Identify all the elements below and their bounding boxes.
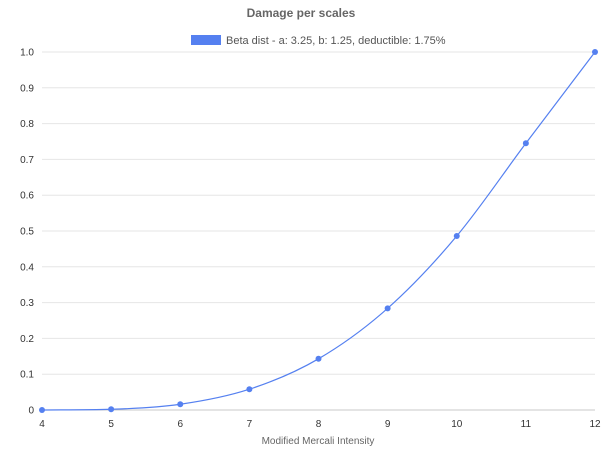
x-tick-label: 9 — [385, 419, 391, 430]
chart-title: Damage per scales — [247, 6, 356, 20]
legend[interactable]: Beta dist - a: 3.25, b: 1.25, deductible… — [191, 35, 446, 47]
y-tick-label: 1.0 — [20, 48, 34, 59]
y-tick-label: 0 — [28, 406, 34, 417]
x-axis-title: Modified Mercali Intensity — [262, 436, 375, 447]
x-tick-label: 11 — [521, 419, 532, 430]
y-tick-label: 0.5 — [20, 227, 34, 238]
data-point[interactable] — [39, 407, 45, 413]
y-tick-label: 0.8 — [20, 119, 34, 130]
x-tick-label: 8 — [316, 419, 322, 430]
series-layer — [39, 49, 598, 413]
data-point[interactable] — [108, 406, 115, 413]
y-tick-label: 0.3 — [20, 298, 34, 309]
legend-swatch — [191, 35, 221, 45]
y-tick-label: 0.6 — [20, 191, 34, 202]
data-point[interactable] — [246, 386, 253, 393]
y-tick-label: 0.9 — [20, 83, 34, 94]
y-tick-label: 0.2 — [20, 334, 34, 345]
y-tick-label: 0.1 — [20, 370, 34, 381]
y-tick-label: 0.7 — [20, 155, 34, 166]
y-axis-ticks: 0 0.1 0.2 0.3 0.4 0.5 0.6 0.7 0.8 0.9 1.0 — [20, 48, 34, 417]
y-tick-label: 0.4 — [20, 262, 34, 273]
data-point[interactable] — [177, 401, 184, 408]
x-tick-label: 7 — [247, 419, 253, 430]
data-point[interactable] — [453, 233, 460, 240]
x-tick-label: 4 — [39, 419, 45, 430]
x-tick-label: 12 — [589, 419, 601, 430]
grid-lines — [42, 51, 595, 411]
data-point[interactable] — [522, 140, 529, 147]
data-point[interactable] — [315, 355, 322, 362]
data-point[interactable] — [384, 305, 391, 312]
x-axis-ticks: 4 5 6 7 8 9 10 11 12 — [39, 419, 601, 430]
data-point[interactable] — [592, 49, 598, 55]
legend-label: Beta dist - a: 3.25, b: 1.25, deductible… — [226, 35, 446, 47]
x-tick-label: 10 — [451, 419, 463, 430]
series-line — [41, 51, 596, 411]
x-tick-label: 5 — [108, 419, 114, 430]
x-tick-label: 6 — [177, 419, 183, 430]
